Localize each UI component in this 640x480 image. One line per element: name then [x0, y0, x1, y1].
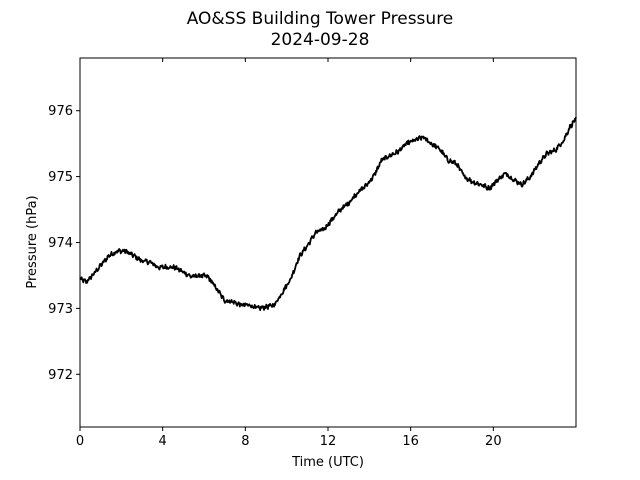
- chart-title: AO&SS Building Tower Pressure: [187, 9, 454, 29]
- chart-subtitle: 2024-09-28: [271, 30, 370, 50]
- y-tick-label: 975: [48, 170, 73, 185]
- y-axis-label: Pressure (hPa): [25, 195, 40, 288]
- x-tick-label: 8: [241, 434, 249, 449]
- x-tick-label: 0: [76, 434, 84, 449]
- x-axis: 0 4 8 12 16 20: [76, 58, 502, 449]
- x-tick-label: 20: [485, 434, 502, 449]
- x-tick-label: 4: [159, 434, 167, 449]
- y-tick-label: 973: [48, 302, 73, 317]
- x-tick-label: 12: [320, 434, 337, 449]
- y-tick-label: 974: [48, 236, 73, 251]
- y-axis: 972 973 974 975 976: [48, 104, 80, 383]
- y-tick-label: 976: [48, 104, 73, 119]
- pressure-series-line: [79, 116, 577, 312]
- x-axis-label: Time (UTC): [291, 455, 364, 470]
- plot-frame: [79, 57, 577, 428]
- series-layer: [79, 116, 577, 312]
- y-tick-label: 972: [48, 368, 73, 383]
- x-tick-label: 16: [402, 434, 419, 449]
- plot-area: [79, 57, 577, 428]
